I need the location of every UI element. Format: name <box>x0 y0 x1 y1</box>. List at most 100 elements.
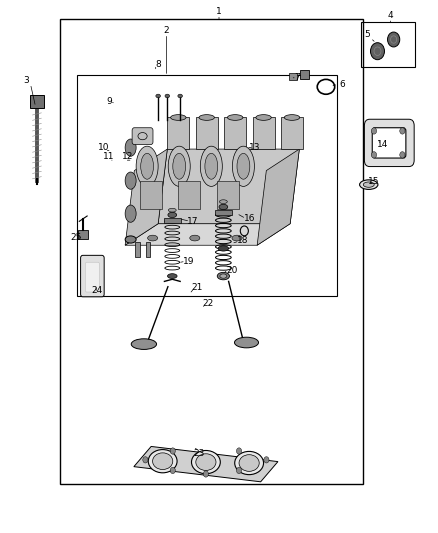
Ellipse shape <box>196 454 216 471</box>
Text: 15: 15 <box>368 177 380 186</box>
Ellipse shape <box>165 94 170 98</box>
Circle shape <box>143 457 148 463</box>
Circle shape <box>400 128 405 134</box>
FancyBboxPatch shape <box>132 128 153 144</box>
Polygon shape <box>125 224 290 245</box>
Text: 16: 16 <box>244 214 255 223</box>
Ellipse shape <box>205 154 218 179</box>
Text: 20: 20 <box>226 266 238 275</box>
Ellipse shape <box>148 449 177 473</box>
Text: 21: 21 <box>191 283 203 292</box>
Circle shape <box>371 128 377 134</box>
Text: 9: 9 <box>106 97 112 106</box>
Polygon shape <box>134 447 278 482</box>
FancyBboxPatch shape <box>364 119 414 166</box>
Bar <box>217 181 239 209</box>
Ellipse shape <box>363 182 374 187</box>
Circle shape <box>371 43 385 60</box>
Text: 12: 12 <box>122 152 133 161</box>
Bar <box>281 117 303 149</box>
FancyBboxPatch shape <box>30 95 44 108</box>
Ellipse shape <box>199 115 215 120</box>
Ellipse shape <box>152 453 173 470</box>
Ellipse shape <box>125 139 136 156</box>
Text: 3: 3 <box>23 76 29 85</box>
Ellipse shape <box>173 154 186 179</box>
Bar <box>253 117 275 149</box>
Ellipse shape <box>239 455 259 471</box>
Ellipse shape <box>360 180 378 189</box>
Circle shape <box>264 457 269 463</box>
Ellipse shape <box>219 204 228 209</box>
Bar <box>300 70 308 79</box>
Ellipse shape <box>125 172 136 189</box>
Polygon shape <box>125 149 167 245</box>
Circle shape <box>400 152 405 158</box>
Ellipse shape <box>178 94 183 98</box>
Text: 13: 13 <box>249 143 261 152</box>
Text: 5: 5 <box>364 30 370 39</box>
Ellipse shape <box>233 146 254 187</box>
Polygon shape <box>158 149 299 224</box>
Bar <box>164 218 180 223</box>
Ellipse shape <box>200 146 223 187</box>
Ellipse shape <box>125 236 136 243</box>
Ellipse shape <box>237 154 250 179</box>
Ellipse shape <box>167 273 177 278</box>
Polygon shape <box>257 149 299 245</box>
Text: 10: 10 <box>98 143 109 152</box>
Bar <box>361 22 416 67</box>
Text: 23: 23 <box>194 449 205 458</box>
Text: 4: 4 <box>388 11 393 20</box>
Circle shape <box>203 471 208 477</box>
Bar <box>196 117 218 149</box>
Bar <box>60 19 363 484</box>
Text: 2: 2 <box>164 26 170 35</box>
Ellipse shape <box>136 146 158 187</box>
Ellipse shape <box>131 339 156 350</box>
Bar <box>224 117 246 149</box>
Ellipse shape <box>148 235 158 241</box>
Text: 14: 14 <box>377 140 389 149</box>
Text: 22: 22 <box>202 299 214 308</box>
Circle shape <box>237 448 242 454</box>
Text: 7: 7 <box>295 73 300 82</box>
Bar <box>167 117 189 149</box>
Ellipse shape <box>141 154 154 179</box>
Ellipse shape <box>156 94 160 98</box>
FancyBboxPatch shape <box>78 230 88 239</box>
Ellipse shape <box>168 208 176 212</box>
Bar <box>289 73 297 80</box>
Bar <box>215 210 232 215</box>
Ellipse shape <box>220 274 227 278</box>
Bar <box>178 181 200 209</box>
Circle shape <box>170 467 175 474</box>
Circle shape <box>237 467 242 474</box>
Text: 8: 8 <box>155 60 161 69</box>
Ellipse shape <box>190 235 200 241</box>
Ellipse shape <box>235 451 264 474</box>
Text: 1: 1 <box>216 7 222 16</box>
Bar <box>146 243 150 257</box>
Bar <box>140 181 162 209</box>
Text: 19: 19 <box>183 257 194 265</box>
Text: 25: 25 <box>70 233 81 242</box>
Circle shape <box>170 448 175 454</box>
Ellipse shape <box>218 246 229 251</box>
Text: 24: 24 <box>91 286 102 295</box>
Ellipse shape <box>125 205 136 222</box>
Text: 17: 17 <box>187 217 198 226</box>
Ellipse shape <box>191 450 220 474</box>
Ellipse shape <box>234 337 258 348</box>
Ellipse shape <box>168 212 177 217</box>
Ellipse shape <box>171 115 186 120</box>
Text: 11: 11 <box>103 152 115 161</box>
Ellipse shape <box>256 115 271 120</box>
Ellipse shape <box>168 146 190 187</box>
Text: 18: 18 <box>237 237 249 246</box>
Circle shape <box>371 152 377 158</box>
Ellipse shape <box>227 115 243 120</box>
Bar <box>77 75 337 296</box>
Ellipse shape <box>284 115 300 120</box>
Ellipse shape <box>217 272 230 280</box>
